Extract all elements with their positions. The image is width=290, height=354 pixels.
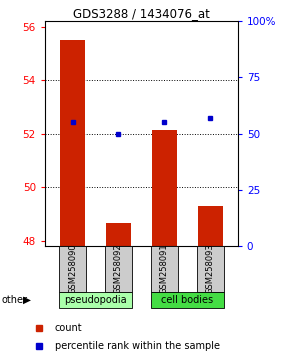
Text: count: count	[55, 323, 82, 333]
Bar	[105, 246, 132, 292]
Text: other: other	[1, 295, 28, 305]
Bar	[151, 246, 178, 292]
Text: ▶: ▶	[23, 295, 31, 305]
Bar	[152, 130, 177, 246]
Bar	[106, 223, 131, 246]
Bar	[60, 40, 85, 246]
Bar	[197, 206, 223, 246]
Bar	[59, 246, 86, 292]
Bar	[197, 246, 224, 292]
Bar	[59, 292, 132, 308]
Text: cell bodies: cell bodies	[161, 295, 213, 305]
Text: GSM258092: GSM258092	[114, 244, 123, 295]
Bar	[151, 292, 224, 308]
Text: percentile rank within the sample: percentile rank within the sample	[55, 341, 220, 351]
Text: GSM258090: GSM258090	[68, 244, 77, 295]
Text: GSM258093: GSM258093	[206, 244, 215, 295]
Text: GSM258091: GSM258091	[160, 244, 169, 295]
Text: pseudopodia: pseudopodia	[64, 295, 127, 305]
Title: GDS3288 / 1434076_at: GDS3288 / 1434076_at	[73, 7, 210, 20]
